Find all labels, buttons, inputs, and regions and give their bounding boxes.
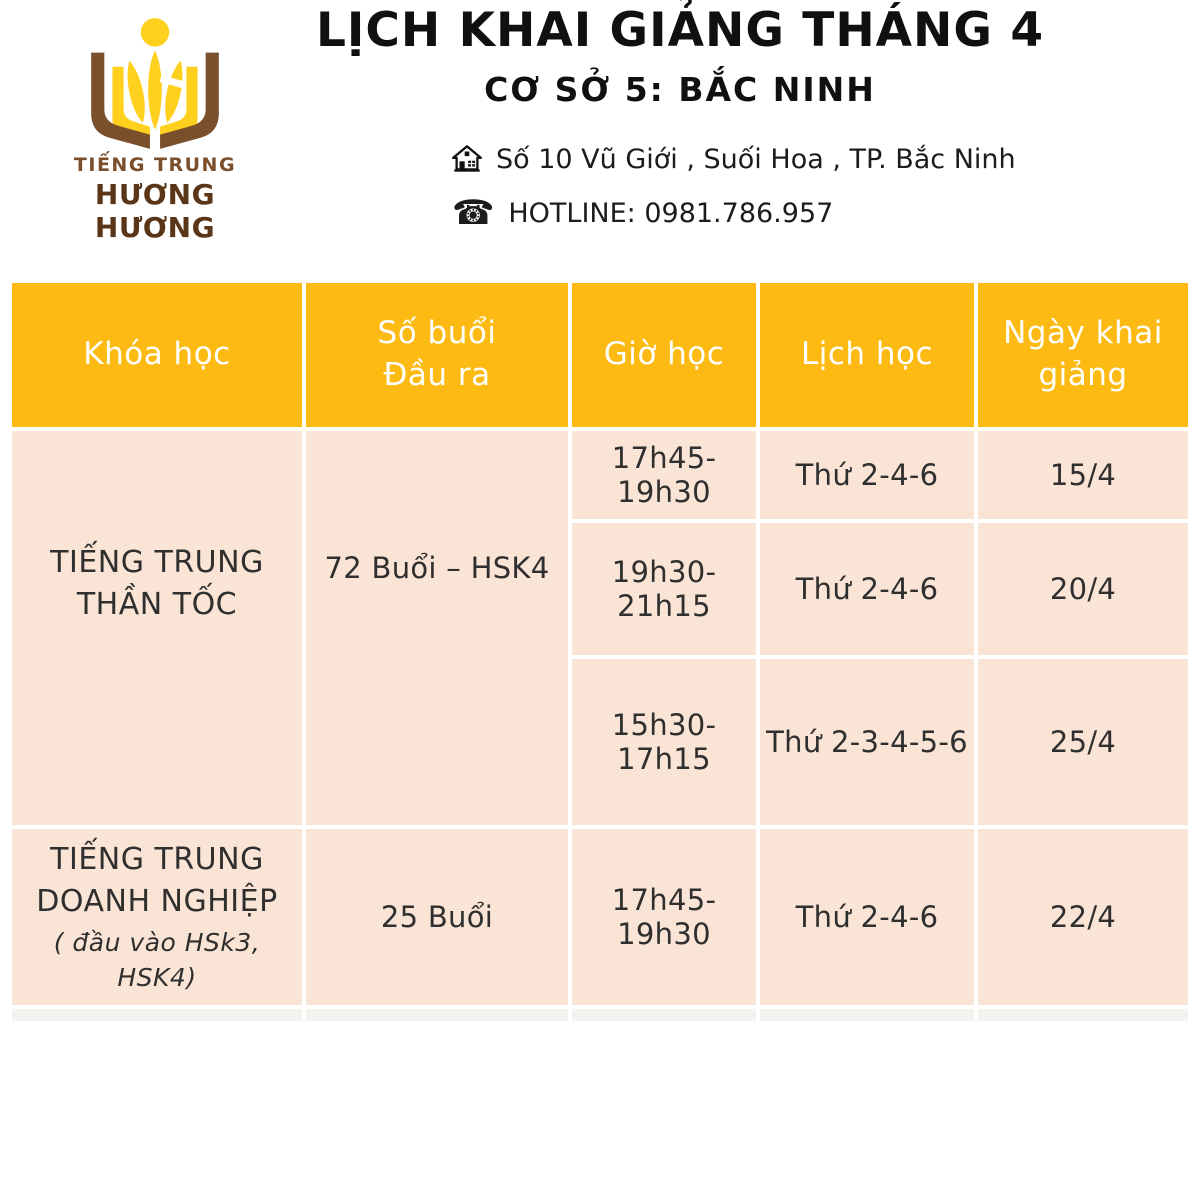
table-shadow-segment [572, 1009, 756, 1021]
column-header-label: Số buổi [377, 315, 497, 352]
logo-text-line1: TIẾNG TRUNG [73, 154, 237, 176]
opening-date-cell: 20/4 [978, 523, 1188, 655]
course-sessions-cell: 72 Buổi – HSK4 [306, 431, 568, 825]
time-value: 15h30-17h15 [611, 708, 717, 776]
table-shadow-segment [306, 1009, 568, 1021]
course-name-note: ( đầu vào HSk3, HSK4) [53, 928, 261, 992]
days-cell: Thứ 2-4-6 [760, 431, 974, 519]
hotline-line: ☎ HOTLINE: 0981.786.957 [452, 194, 1016, 232]
phone-icon: ☎ [452, 193, 495, 233]
address-line: Số 10 Vũ Giới , Suối Hoa , TP. Bắc Ninh [452, 140, 1016, 178]
header: LỊCH KHAI GIẢNG THÁNG 4 CƠ SỞ 5: BẮC NIN… [240, 3, 1120, 110]
days-cell: Thứ 2-4-6 [760, 523, 974, 655]
column-header-label: Giờ học [603, 336, 725, 373]
days-value: Thứ 2-3-4-5-6 [766, 725, 968, 759]
column-header-course: Khóa học [12, 283, 302, 427]
course-name-line: TIẾNG TRUNG [50, 545, 264, 580]
opening-date-cell: 25/4 [978, 659, 1188, 825]
logo-text-line2: HƯƠNG HƯƠNG [94, 178, 216, 244]
hotline-text: HOTLINE: 0981.786.957 [508, 197, 834, 229]
open-book-logo-icon [91, 18, 219, 149]
column-header-days: Lịch học [760, 283, 974, 427]
time-value: 17h45-19h30 [611, 883, 717, 951]
column-header-label: Lịch học [800, 336, 934, 373]
days-value: Thứ 2-4-6 [795, 572, 939, 606]
table-shadow-segment [12, 1009, 302, 1021]
column-header-label: Khóa học [83, 336, 231, 373]
address-text: Số 10 Vũ Giới , Suối Hoa , TP. Bắc Ninh [496, 143, 1016, 175]
course-name-cell: TIẾNG TRUNG DOANH NGHIỆP ( đầu vào HSk3,… [12, 829, 302, 1005]
days-value: Thứ 2-4-6 [795, 900, 939, 934]
opening-date-value: 15/4 [1049, 458, 1117, 492]
time-cell: 17h45-19h30 [572, 829, 756, 1005]
time-cell: 15h30-17h15 [572, 659, 756, 825]
page-subtitle: CƠ SỞ 5: BẮC NINH [484, 70, 876, 110]
opening-date-cell: 15/4 [978, 431, 1188, 519]
days-cell: Thứ 2-4-6 [760, 829, 974, 1005]
contact-info: Số 10 Vũ Giới , Suối Hoa , TP. Bắc Ninh … [452, 140, 1016, 232]
opening-date-value: 22/4 [1049, 900, 1117, 934]
days-value: Thứ 2-4-6 [795, 458, 939, 492]
column-header-label: Ngày khai [1003, 315, 1163, 352]
course-name-line: THẦN TỐC [76, 587, 238, 622]
house-icon [452, 145, 482, 172]
column-header-time: Giờ học [572, 283, 756, 427]
table-shadow-segment [978, 1009, 1188, 1021]
opening-date-value: 20/4 [1049, 572, 1117, 606]
course-name-line: TIẾNG TRUNG [50, 842, 264, 877]
opening-date-value: 25/4 [1049, 725, 1117, 759]
opening-date-cell: 22/4 [978, 829, 1188, 1005]
course-sessions-value: 72 Buổi – HSK4 [324, 551, 550, 585]
page-title: LỊCH KHAI GIẢNG THÁNG 4 [315, 3, 1045, 58]
schedule-table: Khóa học Số buổi Đầu ra Giờ học Lịch học… [12, 283, 1188, 1021]
course-sessions-value: 25 Buổi [380, 900, 494, 934]
school-logo: TIẾNG TRUNG HƯƠNG HƯƠNG [48, 16, 262, 244]
column-header-opening: Ngày khai giảng [978, 283, 1188, 427]
column-header-sessions: Số buổi Đầu ra [306, 283, 568, 427]
column-header-label: giảng [1038, 357, 1128, 393]
course-name-line: DOANH NGHIỆP [36, 884, 278, 919]
time-cell: 17h45-19h30 [572, 431, 756, 519]
course-sessions-cell: 25 Buổi [306, 829, 568, 1005]
time-cell: 19h30-21h15 [572, 523, 756, 655]
course-name-cell: TIẾNG TRUNG THẦN TỐC [12, 431, 302, 825]
table-shadow-segment [760, 1009, 974, 1021]
column-header-label: Đầu ra [383, 357, 491, 393]
days-cell: Thứ 2-3-4-5-6 [760, 659, 974, 825]
time-value: 17h45-19h30 [611, 441, 717, 509]
time-value: 19h30-21h15 [611, 555, 717, 623]
